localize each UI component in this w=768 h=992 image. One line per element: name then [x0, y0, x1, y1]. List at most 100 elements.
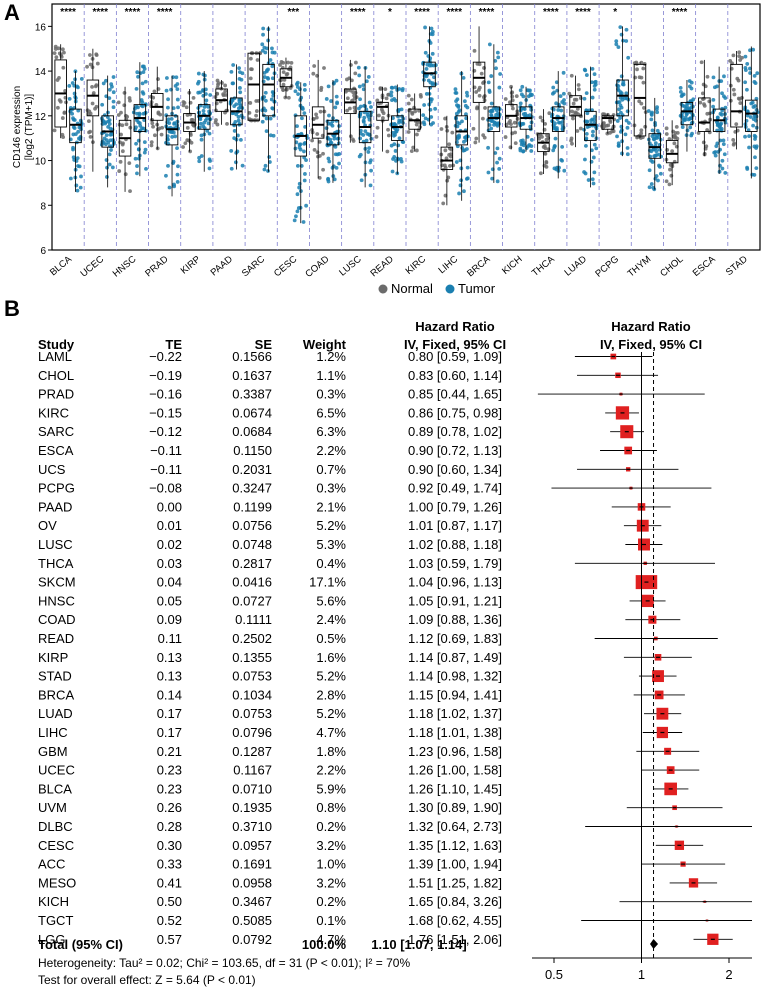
tumor-point	[263, 98, 268, 103]
tumor-point	[357, 112, 362, 117]
study-te: 0.02	[157, 537, 182, 552]
tumor-point	[396, 143, 401, 148]
header-weight: Weight	[303, 337, 347, 352]
tumor-point	[357, 154, 362, 159]
tumor-point	[621, 38, 625, 43]
tumor-point	[755, 71, 760, 76]
tumor-point	[679, 94, 684, 98]
study-te: 0.17	[157, 725, 182, 740]
tumor-point	[589, 118, 594, 123]
significance-label: ****	[446, 7, 462, 18]
normal-point	[185, 125, 190, 130]
normal-point	[120, 149, 125, 154]
significance-label: *	[613, 7, 617, 18]
normal-point	[704, 144, 709, 149]
tumor-point	[685, 111, 689, 116]
normal-point	[86, 112, 91, 116]
study-te: −0.15	[149, 405, 182, 420]
tumor-point	[721, 138, 726, 143]
study-se: 0.1637	[232, 368, 272, 383]
tumor-point	[647, 168, 652, 173]
tumor-point	[75, 156, 80, 161]
tumor-point	[357, 73, 362, 78]
study-te: 0.33	[157, 857, 182, 872]
tumor-point	[455, 134, 460, 139]
tumor-point	[100, 122, 105, 126]
tumor-point	[754, 107, 759, 112]
study-name: LGG	[38, 932, 65, 947]
tumor-point	[107, 162, 112, 167]
y-axis-label-line2: [log2 (TPM+1)]	[24, 94, 35, 161]
study-hr: 1.14 [0.98, 1.32]	[408, 669, 502, 684]
normal-point	[538, 115, 543, 120]
normal-point	[602, 124, 607, 129]
normal-point	[93, 106, 97, 111]
tumor-point	[67, 96, 72, 101]
normal-point	[56, 46, 61, 51]
tumor-point	[202, 73, 207, 78]
normal-point	[383, 87, 388, 92]
tumor-point	[111, 99, 116, 104]
normal-point	[317, 175, 322, 180]
study-se: 0.3387	[232, 387, 272, 402]
normal-point	[283, 95, 288, 100]
tumor-point	[335, 101, 339, 106]
study-weight: 6.5%	[316, 405, 346, 420]
normal-point	[55, 105, 60, 110]
tumor-point	[745, 165, 749, 170]
normal-point	[122, 103, 127, 108]
normal-point	[124, 122, 129, 127]
normal-point	[185, 138, 190, 143]
study-weight: 0.8%	[316, 800, 346, 815]
normal-point	[223, 83, 228, 88]
normal-point	[352, 105, 357, 110]
normal-point	[570, 141, 574, 146]
x-tick-label: READ	[369, 254, 396, 279]
normal-point	[441, 201, 446, 206]
normal-point	[281, 70, 286, 75]
tumor-point	[239, 113, 244, 118]
tumor-point	[268, 116, 273, 121]
tumor-point	[260, 42, 265, 47]
tumor-point	[205, 116, 209, 121]
tumor-point	[421, 113, 426, 118]
tumor-point	[558, 120, 563, 125]
normal-point	[672, 133, 677, 138]
normal-point	[635, 67, 639, 72]
tumor-point	[425, 62, 430, 67]
tumor-point	[207, 131, 212, 136]
tumor-point	[529, 144, 534, 149]
tumor-point	[589, 148, 594, 153]
normal-point	[60, 116, 65, 120]
normal-point	[314, 112, 319, 117]
tumor-point	[141, 126, 146, 131]
normal-point	[386, 133, 391, 138]
tumor-point	[207, 166, 212, 171]
normal-point	[321, 151, 325, 156]
tumor-point	[231, 81, 236, 86]
tumor-box	[423, 61, 436, 88]
tumor-point	[175, 180, 180, 184]
study-se: 0.1167	[233, 763, 272, 778]
normal-point	[190, 118, 195, 122]
normal-point	[409, 97, 414, 102]
normal-box	[311, 106, 325, 139]
tumor-point	[528, 92, 533, 97]
x-tick-label: PAAD	[209, 254, 235, 279]
tumor-point	[333, 105, 338, 110]
tumor-point	[68, 176, 73, 181]
study-se: 0.2031	[232, 462, 272, 477]
tumor-point	[711, 97, 716, 102]
tumor-point	[592, 142, 597, 147]
tumor-point	[497, 85, 502, 90]
study-weight: 2.2%	[316, 443, 346, 458]
study-se: 0.0957	[232, 838, 272, 853]
normal-point	[448, 164, 452, 168]
tumor-box	[326, 119, 340, 146]
normal-point	[59, 53, 64, 57]
study-hr: 1.26 [1.10, 1.45]	[408, 781, 502, 796]
tumor-point	[136, 74, 140, 79]
tumor-point	[585, 111, 590, 116]
normal-point	[547, 111, 552, 116]
study-se: 0.3710	[232, 819, 272, 834]
